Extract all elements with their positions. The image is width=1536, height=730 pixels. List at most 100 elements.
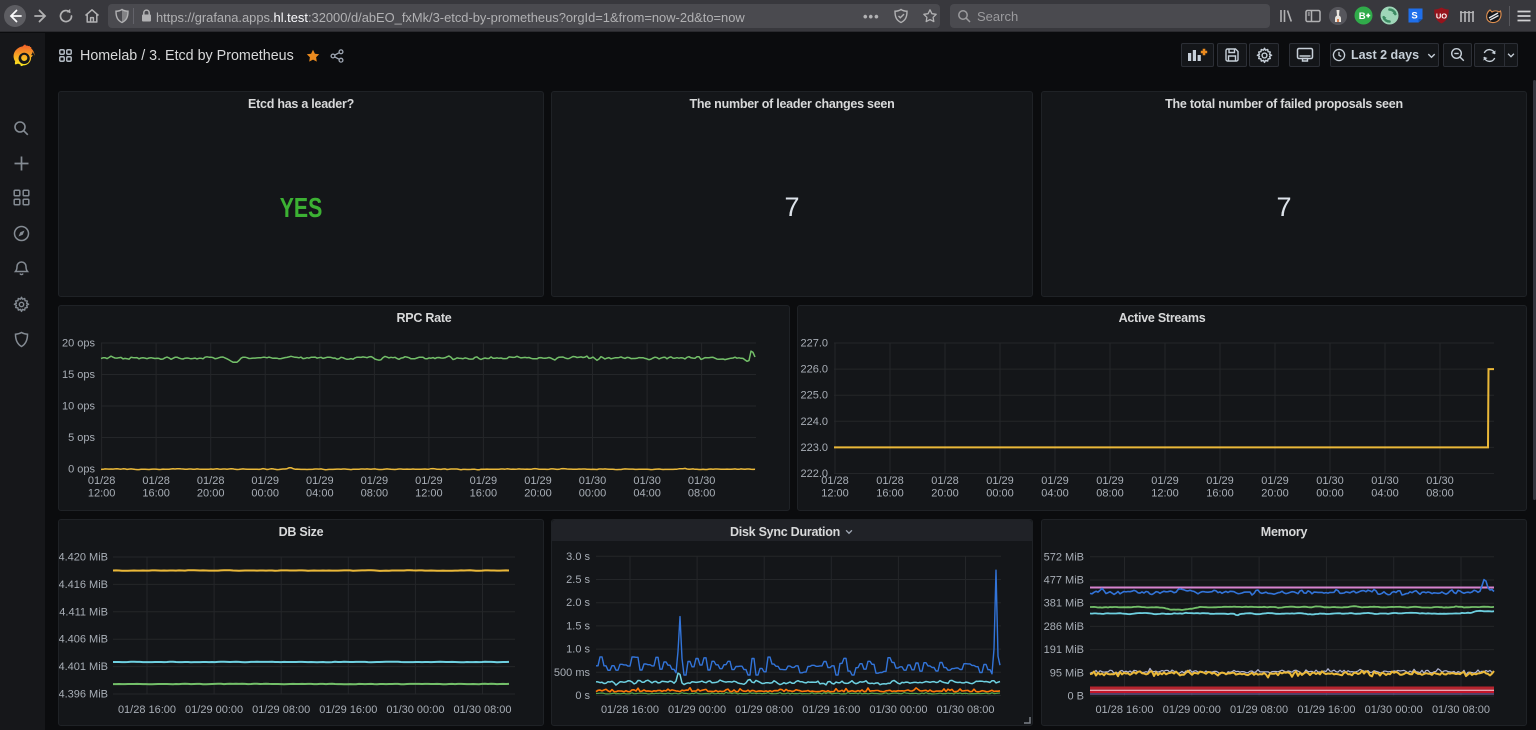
svg-text:500 ms: 500 ms <box>554 667 591 679</box>
svg-text:10 ops: 10 ops <box>62 401 96 413</box>
svg-text:3.0 s: 3.0 s <box>566 551 590 563</box>
svg-text:224.0: 224.0 <box>800 416 828 428</box>
svg-text:01/30 08:00: 01/30 08:00 <box>1432 704 1490 716</box>
svg-text:00:00: 00:00 <box>1316 488 1344 500</box>
svg-text:01/29: 01/29 <box>1096 475 1124 487</box>
svg-text:4.411 MiB: 4.411 MiB <box>59 606 108 618</box>
svg-text:01/28 16:00: 01/28 16:00 <box>601 704 659 716</box>
svg-text:01/30 00:00: 01/30 00:00 <box>1365 704 1423 716</box>
svg-text:20:00: 20:00 <box>524 488 552 500</box>
svg-text:01/29 16:00: 01/29 16:00 <box>319 704 377 716</box>
svg-text:01/28: 01/28 <box>931 475 959 487</box>
svg-text:01/28: 01/28 <box>876 475 904 487</box>
svg-text:01/29: 01/29 <box>1041 475 1069 487</box>
svg-text:20:00: 20:00 <box>931 488 959 500</box>
svg-text:01/30 08:00: 01/30 08:00 <box>453 704 511 716</box>
svg-text:01/30: 01/30 <box>633 475 661 487</box>
svg-text:01/29 08:00: 01/29 08:00 <box>1230 704 1288 716</box>
svg-text:00:00: 00:00 <box>986 488 1014 500</box>
svg-text:01/29 00:00: 01/29 00:00 <box>185 704 243 716</box>
svg-text:20:00: 20:00 <box>1261 488 1289 500</box>
svg-text:01/29 08:00: 01/29 08:00 <box>735 704 793 716</box>
svg-text:01/30: 01/30 <box>1371 475 1399 487</box>
svg-text:08:00: 08:00 <box>688 488 716 500</box>
svg-text:5 ops: 5 ops <box>68 432 95 444</box>
svg-text:01/30 00:00: 01/30 00:00 <box>869 704 927 716</box>
svg-text:04:00: 04:00 <box>306 488 334 500</box>
svg-text:4.401 MiB: 4.401 MiB <box>59 661 108 673</box>
svg-text:S: S <box>1411 11 1417 22</box>
svg-text:4.416 MiB: 4.416 MiB <box>59 579 108 591</box>
svg-text:20:00: 20:00 <box>197 488 225 500</box>
svg-text:01/30: 01/30 <box>579 475 607 487</box>
svg-text:01/29: 01/29 <box>415 475 443 487</box>
svg-text:01/29: 01/29 <box>524 475 552 487</box>
svg-text:04:00: 04:00 <box>1371 488 1399 500</box>
svg-text:0 B: 0 B <box>1067 691 1084 703</box>
svg-text:4.406 MiB: 4.406 MiB <box>59 634 108 646</box>
svg-text:2.0 s: 2.0 s <box>566 597 590 609</box>
svg-text:01/29 00:00: 01/29 00:00 <box>668 704 726 716</box>
svg-text:00:00: 00:00 <box>579 488 607 500</box>
svg-text:01/28: 01/28 <box>142 475 170 487</box>
svg-text:01/30 00:00: 01/30 00:00 <box>386 704 444 716</box>
svg-text:01/29: 01/29 <box>1261 475 1289 487</box>
svg-text:223.0: 223.0 <box>800 442 828 454</box>
svg-text:01/29: 01/29 <box>306 475 334 487</box>
svg-text:08:00: 08:00 <box>1096 488 1124 500</box>
svg-text:00:00: 00:00 <box>251 488 279 500</box>
svg-text:4.420 MiB: 4.420 MiB <box>59 552 108 564</box>
svg-text:04:00: 04:00 <box>1041 488 1069 500</box>
svg-text:01/29: 01/29 <box>470 475 498 487</box>
svg-text:0 s: 0 s <box>575 690 590 702</box>
svg-text:16:00: 16:00 <box>470 488 498 500</box>
svg-text:12:00: 12:00 <box>1151 488 1179 500</box>
svg-text:08:00: 08:00 <box>1426 488 1454 500</box>
svg-text:20 ops: 20 ops <box>62 338 96 350</box>
svg-text:B: B <box>1359 11 1366 22</box>
svg-text:01/28: 01/28 <box>88 475 116 487</box>
svg-text:01/30: 01/30 <box>688 475 716 487</box>
svg-text:226.0: 226.0 <box>800 364 828 376</box>
svg-text:191 MiB: 191 MiB <box>1044 644 1084 656</box>
svg-text:01/29: 01/29 <box>1151 475 1179 487</box>
svg-text:381 MiB: 381 MiB <box>1044 598 1084 610</box>
svg-text:16:00: 16:00 <box>876 488 904 500</box>
svg-text:1.0 s: 1.0 s <box>566 644 590 656</box>
svg-text:01/29 00:00: 01/29 00:00 <box>1163 704 1221 716</box>
svg-text:16:00: 16:00 <box>142 488 170 500</box>
svg-text:01/29 08:00: 01/29 08:00 <box>252 704 310 716</box>
svg-text:286 MiB: 286 MiB <box>1044 621 1084 633</box>
svg-text:01/29 16:00: 01/29 16:00 <box>1297 704 1355 716</box>
svg-text:12:00: 12:00 <box>88 488 116 500</box>
svg-text:01/30: 01/30 <box>1316 475 1344 487</box>
svg-text:04:00: 04:00 <box>633 488 661 500</box>
svg-text:572 MiB: 572 MiB <box>1044 551 1084 563</box>
svg-text:01/29 16:00: 01/29 16:00 <box>802 704 860 716</box>
svg-text:01/29: 01/29 <box>986 475 1014 487</box>
svg-text:UO: UO <box>1436 11 1447 20</box>
svg-text:477 MiB: 477 MiB <box>1044 575 1084 587</box>
svg-text:2.5 s: 2.5 s <box>566 574 590 586</box>
svg-text:01/30 08:00: 01/30 08:00 <box>936 704 994 716</box>
svg-text:01/30: 01/30 <box>1426 475 1454 487</box>
svg-text:4.396 MiB: 4.396 MiB <box>59 689 108 701</box>
svg-text:01/29: 01/29 <box>251 475 279 487</box>
svg-text:01/28: 01/28 <box>197 475 225 487</box>
svg-text:01/29: 01/29 <box>1206 475 1234 487</box>
svg-text:08:00: 08:00 <box>361 488 389 500</box>
svg-text:0 ops: 0 ops <box>68 464 95 476</box>
svg-text:01/28 16:00: 01/28 16:00 <box>118 704 176 716</box>
svg-text:01/28: 01/28 <box>821 475 849 487</box>
svg-text:16:00: 16:00 <box>1206 488 1234 500</box>
svg-text:222.0: 222.0 <box>800 468 828 480</box>
svg-text:12:00: 12:00 <box>415 488 443 500</box>
svg-text:01/28 16:00: 01/28 16:00 <box>1095 704 1153 716</box>
svg-text:95 MiB: 95 MiB <box>1050 667 1084 679</box>
svg-text:01/29: 01/29 <box>361 475 389 487</box>
svg-text:227.0: 227.0 <box>800 338 828 350</box>
svg-text:15 ops: 15 ops <box>62 369 96 381</box>
svg-text:12:00: 12:00 <box>821 488 849 500</box>
svg-text:1.5 s: 1.5 s <box>566 620 590 632</box>
svg-text:225.0: 225.0 <box>800 390 828 402</box>
